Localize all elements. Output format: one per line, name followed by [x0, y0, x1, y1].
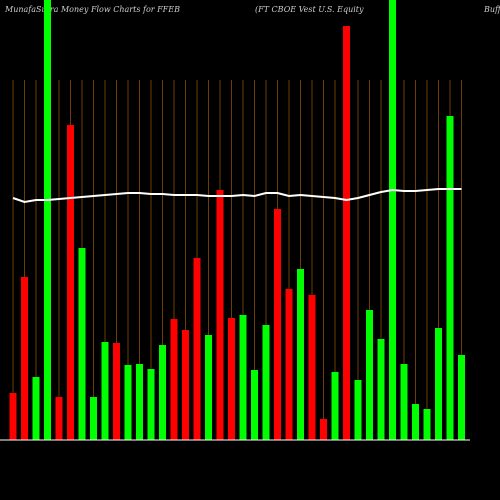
bar [285, 289, 293, 440]
bar [251, 370, 258, 440]
bar [435, 328, 442, 440]
bar [412, 404, 419, 440]
bar [78, 248, 86, 440]
bar [320, 419, 327, 440]
bar [32, 377, 40, 440]
chart-subtitle: (FT CBOE Vest U.S. Equity [255, 5, 364, 14]
bar [67, 125, 74, 440]
bar [205, 335, 212, 440]
price-line [12, 188, 462, 204]
chart-title: MunafaSutra Money Flow Charts for FFEB [4, 5, 180, 14]
bar [124, 365, 132, 440]
bar [21, 277, 28, 440]
bar [389, 0, 396, 440]
bar [366, 310, 373, 440]
bar [297, 269, 304, 440]
bar [159, 345, 166, 440]
bar [147, 369, 155, 440]
bar [193, 258, 201, 440]
bar [354, 380, 362, 440]
bar [423, 409, 431, 440]
bar [308, 295, 316, 440]
bars [9, 0, 465, 440]
bar [228, 318, 235, 440]
bar [90, 397, 97, 440]
bar [400, 364, 408, 440]
bar [44, 0, 51, 440]
bar [274, 209, 281, 440]
chart-title-right: Buff [483, 5, 500, 14]
bar [331, 372, 339, 440]
bar [113, 343, 120, 440]
bar [458, 355, 465, 440]
bar [377, 339, 385, 440]
bar [55, 397, 63, 440]
bar [239, 315, 247, 440]
bar [216, 190, 224, 440]
bar [182, 330, 189, 440]
bar [9, 393, 17, 440]
bar [136, 364, 143, 440]
bar [101, 342, 109, 440]
bar [343, 26, 350, 440]
bar [446, 116, 454, 440]
bar [170, 319, 178, 440]
bar [262, 325, 270, 440]
